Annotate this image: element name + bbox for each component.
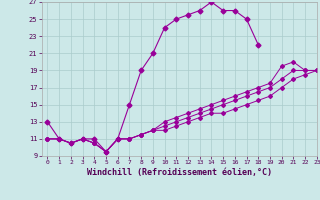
X-axis label: Windchill (Refroidissement éolien,°C): Windchill (Refroidissement éolien,°C): [87, 168, 272, 177]
